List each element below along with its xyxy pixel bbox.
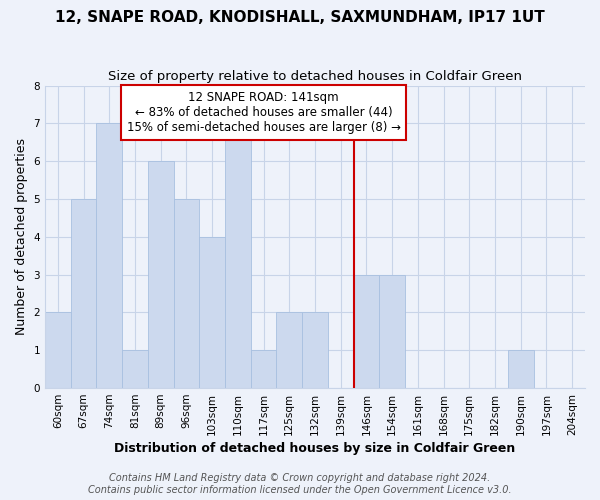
Bar bbox=[277, 312, 302, 388]
Title: Size of property relative to detached houses in Coldfair Green: Size of property relative to detached ho… bbox=[108, 70, 522, 83]
X-axis label: Distribution of detached houses by size in Coldfair Green: Distribution of detached houses by size … bbox=[115, 442, 515, 455]
Bar bbox=[122, 350, 148, 388]
Text: Contains HM Land Registry data © Crown copyright and database right 2024.
Contai: Contains HM Land Registry data © Crown c… bbox=[88, 474, 512, 495]
Bar bbox=[302, 312, 328, 388]
Bar bbox=[199, 237, 225, 388]
Bar bbox=[379, 274, 405, 388]
Text: 12, SNAPE ROAD, KNODISHALL, SAXMUNDHAM, IP17 1UT: 12, SNAPE ROAD, KNODISHALL, SAXMUNDHAM, … bbox=[55, 10, 545, 25]
Y-axis label: Number of detached properties: Number of detached properties bbox=[15, 138, 28, 336]
Bar bbox=[251, 350, 277, 388]
Bar bbox=[225, 124, 251, 388]
Bar bbox=[353, 274, 379, 388]
Bar bbox=[45, 312, 71, 388]
Bar bbox=[148, 161, 173, 388]
Bar bbox=[508, 350, 533, 388]
Bar bbox=[71, 199, 97, 388]
Bar bbox=[173, 199, 199, 388]
Bar bbox=[97, 124, 122, 388]
Text: 12 SNAPE ROAD: 141sqm
← 83% of detached houses are smaller (44)
15% of semi-deta: 12 SNAPE ROAD: 141sqm ← 83% of detached … bbox=[127, 91, 401, 134]
